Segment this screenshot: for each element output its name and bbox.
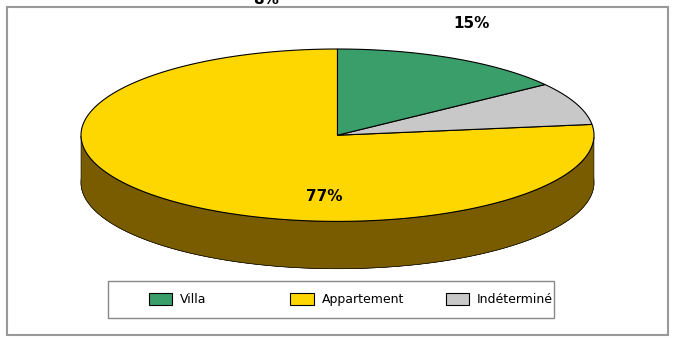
Polygon shape	[81, 183, 594, 269]
FancyBboxPatch shape	[108, 281, 554, 318]
Bar	[148, 293, 172, 305]
Polygon shape	[81, 136, 594, 269]
Text: Villa: Villa	[180, 293, 207, 306]
Text: 15%: 15%	[453, 16, 489, 31]
Polygon shape	[81, 49, 594, 221]
Polygon shape	[338, 84, 592, 135]
Text: Indéterminé: Indéterminé	[477, 293, 554, 306]
Text: 77%: 77%	[306, 189, 342, 204]
Text: 8%: 8%	[252, 0, 279, 7]
Bar	[446, 293, 469, 305]
Polygon shape	[338, 49, 545, 135]
Bar	[290, 293, 314, 305]
FancyBboxPatch shape	[7, 7, 668, 335]
Text: Appartement: Appartement	[322, 293, 404, 306]
Polygon shape	[81, 96, 594, 269]
